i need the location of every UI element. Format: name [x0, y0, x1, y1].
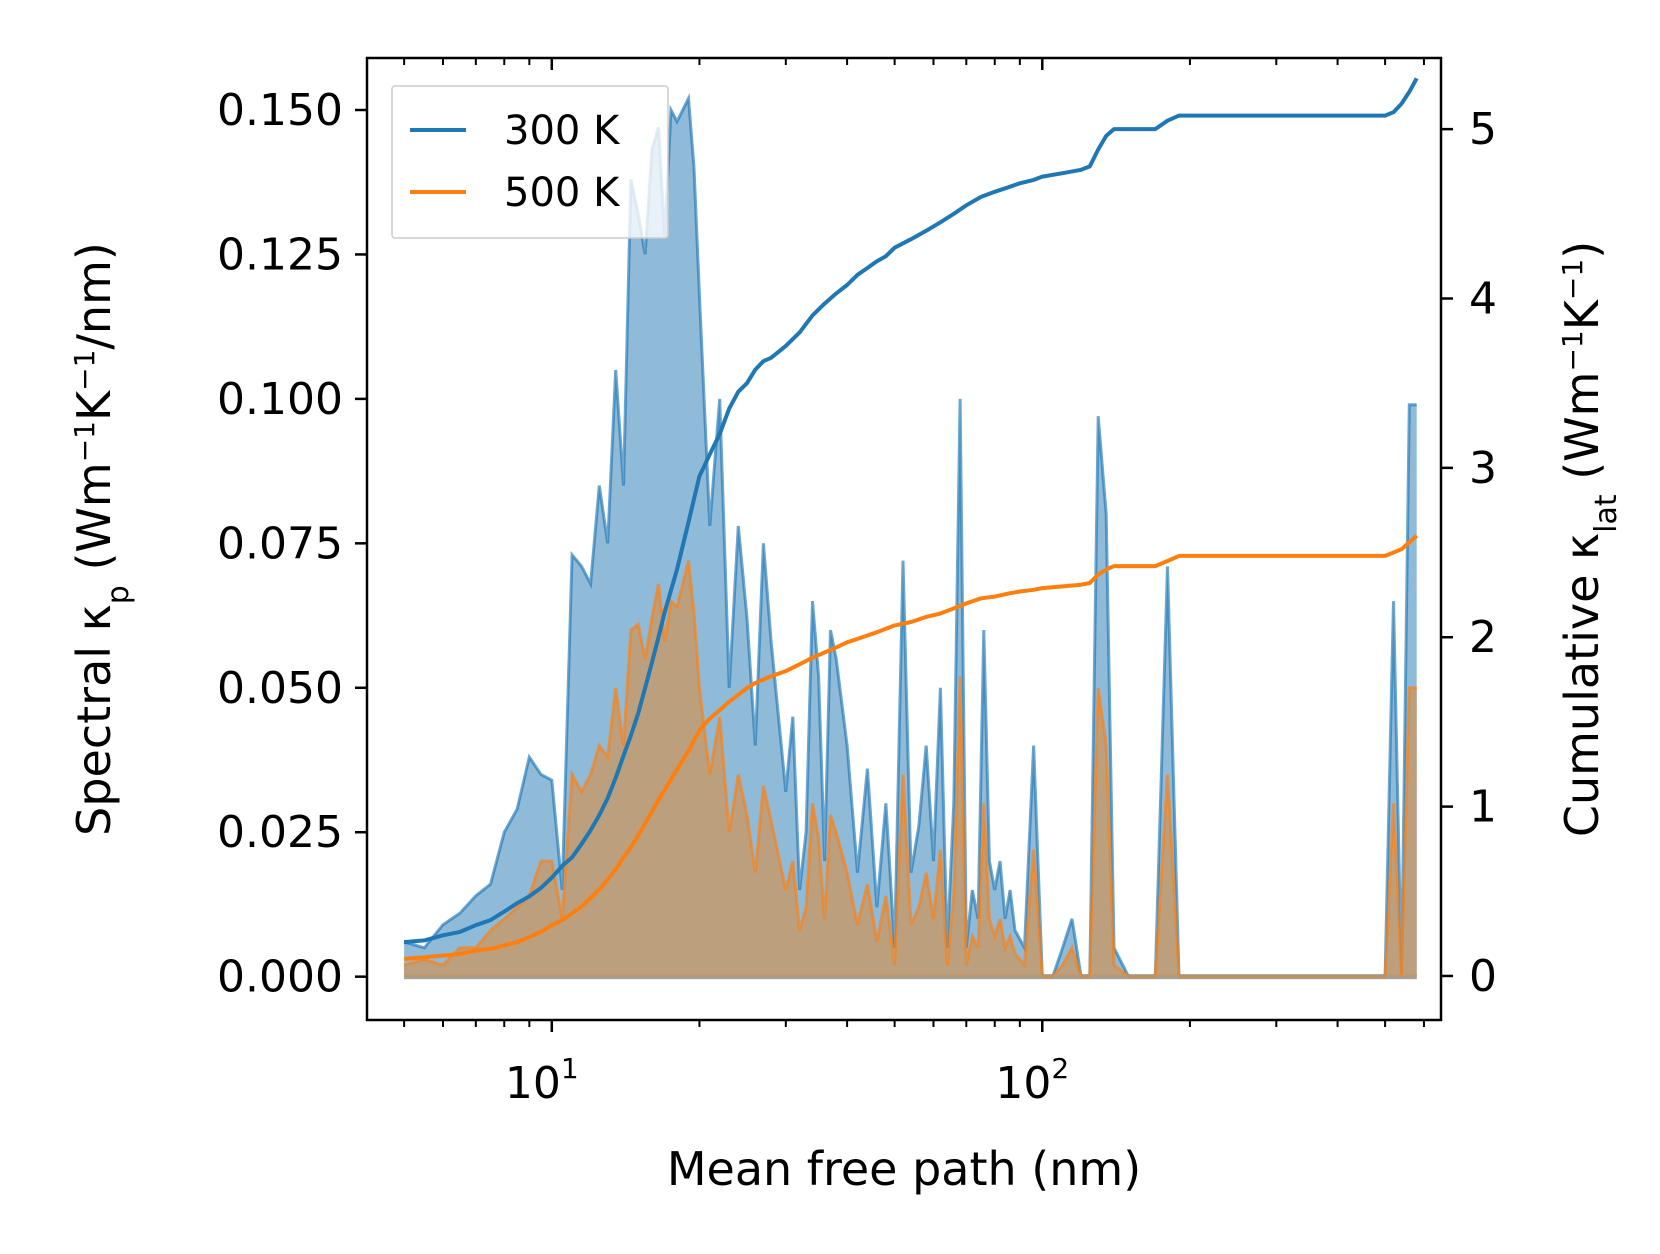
y2-tick-label: 0	[1469, 951, 1497, 1002]
spectral-areas	[403, 92, 1417, 980]
legend-box	[391, 85, 669, 239]
spectral-area-500-k	[404, 560, 1417, 977]
legend: 300 K 500 K	[391, 85, 669, 239]
y2-tick-label: 4	[1469, 274, 1497, 325]
x-tick-label: 102	[995, 1052, 1069, 1109]
spectral-line-300-k	[403, 92, 1417, 979]
spectral-line-500-k	[403, 560, 1417, 979]
y2-axis-label: Cumulative κlat (Wm−1K−1)	[1555, 241, 1624, 837]
y-tick-label: 0.000	[217, 952, 343, 1003]
y-tick-label: 0.150	[217, 85, 343, 136]
y2-tick-label: 3	[1469, 443, 1497, 494]
y2-tick-label: 2	[1469, 612, 1497, 663]
y-tick-label: 0.075	[217, 518, 343, 569]
y-tick-label: 0.100	[217, 374, 343, 425]
y2-tick-label: 1	[1469, 782, 1497, 833]
cumulative-line-300-k	[403, 77, 1419, 945]
y-tick-label: 0.050	[217, 663, 343, 714]
y2-tick-label: 5	[1469, 104, 1497, 155]
plot-frame	[365, 56, 1443, 1022]
x-axis-label: Mean free path (nm)	[667, 1142, 1141, 1196]
axis-ticks: 0.000 0.025 0.050 0.075 0.100 0.125 0.150 0 1 2 3 4…	[217, 58, 1497, 1109]
y-tick-label: 0.025	[217, 807, 343, 858]
cumulative-lines	[403, 77, 1419, 961]
y-axis-label: Spectral κp (Wm−1K−1/nm)	[67, 242, 136, 836]
y-tick-label: 0.125	[217, 229, 343, 280]
x-tick-label: 101	[505, 1052, 579, 1109]
cumulative-line-500-k	[403, 534, 1419, 961]
legend-label: 300 K	[504, 108, 621, 154]
legend-label: 500 K	[504, 170, 621, 216]
